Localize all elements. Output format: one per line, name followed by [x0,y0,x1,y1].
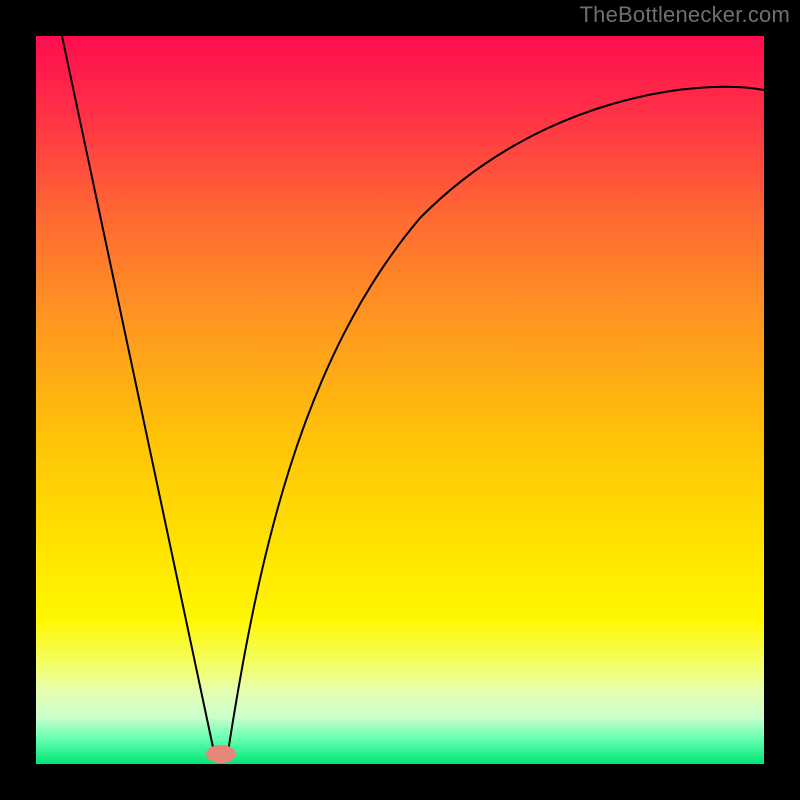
optimal-marker [206,745,236,763]
watermark-text: TheBottlenecker.com [580,2,790,28]
plot-area [36,36,764,764]
bottleneck-chart [0,0,800,800]
chart-stage: TheBottlenecker.com [0,0,800,800]
